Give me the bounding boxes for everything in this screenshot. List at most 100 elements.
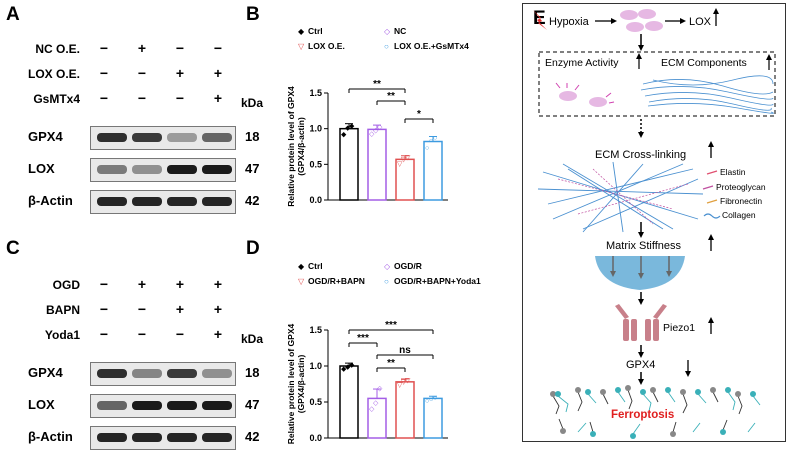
- up-arrow-icon: [708, 234, 714, 240]
- y-tick-label: 0.5: [309, 397, 322, 407]
- blot-band: [132, 369, 162, 378]
- hypoxia-label: Hypoxia: [549, 16, 590, 28]
- ecm-fibres-icon: [640, 75, 774, 114]
- blot-band: [202, 433, 232, 442]
- down-arrow-icon: [638, 352, 644, 358]
- up-arrow-icon: [708, 141, 714, 147]
- blot-band: [97, 197, 127, 206]
- significance-label: ***: [385, 320, 397, 331]
- legend-entry: OGD/R: [394, 261, 422, 271]
- legend-marker-icon: ◆: [298, 262, 305, 271]
- bar: [339, 365, 359, 439]
- treatment-symbol: −: [213, 40, 223, 56]
- treatment-symbol: −: [99, 40, 109, 56]
- blot-band: [97, 165, 127, 174]
- crosslinked-network-icon: [537, 161, 704, 233]
- legend-entry: LOX O.E.+GsMTx4: [394, 41, 469, 51]
- legend-marker-icon: ○: [384, 42, 389, 51]
- arrowhead-icon: [680, 18, 686, 24]
- blot-band: [132, 401, 162, 410]
- treatment-symbol: +: [175, 65, 185, 81]
- treatment-row-label: OGD: [52, 278, 80, 292]
- treatment-symbol: +: [137, 40, 147, 56]
- legend-marker-icon: ◇: [384, 27, 391, 36]
- up-arrow-icon: [713, 8, 719, 14]
- blot-band: [202, 401, 232, 410]
- bar: [395, 381, 415, 439]
- down-arrow-icon: [638, 299, 644, 305]
- y-tick-label: 1.0: [309, 124, 322, 134]
- legend-entry: Ctrl: [308, 261, 323, 271]
- blot-protein-label: GPX4: [28, 365, 63, 380]
- treatment-row-label: GsMTx4: [33, 92, 80, 106]
- significance-label: **: [373, 79, 381, 90]
- panel-e-diagram: Hypoxia LOX Enzyme Activity ECM Componen…: [533, 8, 776, 439]
- significance-label: **: [387, 91, 395, 102]
- matrix-stiffness-label: Matrix Stiffness: [606, 240, 681, 252]
- data-point: ◆: [345, 364, 351, 371]
- legend-marker-icon: ○: [384, 277, 389, 286]
- blot-band: [202, 165, 232, 174]
- data-point: ○: [425, 145, 429, 152]
- legend-entry: OGD/R+BAPN+Yoda1: [394, 276, 481, 286]
- data-point: ○: [429, 396, 433, 403]
- blot-band: [97, 433, 127, 442]
- y-tick-label: 0.0: [309, 433, 322, 443]
- down-arrow-icon: [638, 132, 644, 138]
- kda-label: kDa: [241, 96, 264, 110]
- treatment-row-label: NC O.E.: [35, 42, 80, 56]
- treatment-symbol: +: [213, 90, 223, 106]
- blot-protein-label: GPX4: [28, 129, 63, 144]
- blot-protein-label: β-Actin: [28, 193, 73, 208]
- data-point: ○: [433, 395, 437, 402]
- blot-band: [132, 433, 162, 442]
- y-axis-label: (GPX4/β-actin): [296, 355, 306, 414]
- data-point: ▽: [397, 382, 403, 389]
- blot-band: [132, 165, 162, 174]
- panel-label-b: B: [246, 4, 260, 25]
- enzyme-icon: [589, 97, 607, 107]
- treatment-row-label: Yoda1: [44, 328, 80, 342]
- blot-band: [97, 369, 127, 378]
- legend-marker-icon: ▽: [298, 42, 305, 51]
- blot-band: [132, 197, 162, 206]
- y-axis-label: Relative protein level of GPX4: [286, 324, 296, 445]
- legend-entry: OGD/R+BAPN: [308, 276, 365, 286]
- treatment-symbol: −: [99, 90, 109, 106]
- data-point: ▽: [405, 378, 411, 385]
- molecular-weight-label: 18: [245, 129, 260, 144]
- ferroptosis-label: Ferroptosis: [611, 409, 674, 421]
- treatment-symbol: +: [175, 301, 185, 317]
- up-arrow-icon: [766, 54, 772, 60]
- up-arrow-icon: [636, 53, 642, 59]
- data-point: ◇: [377, 124, 383, 131]
- blot-protein-label: LOX: [28, 161, 55, 176]
- data-point: ◇: [369, 131, 375, 138]
- blot-band: [167, 401, 197, 410]
- panel-e-schematic: E Hypoxia LOX Enzyme Activity ECM Compon…: [522, 3, 786, 442]
- legend-marker-icon: ◆: [298, 27, 305, 36]
- blot-membrane: [90, 158, 236, 182]
- blot-band: [167, 433, 197, 442]
- treatment-symbol: +: [175, 276, 185, 292]
- y-tick-label: 1.0: [309, 361, 322, 371]
- panel-b-bar-chart: ◆ Ctrl ◇ NC▽ LOX O.E. ○ LOX O.E.+GsMTx40.00.51…: [286, 26, 469, 207]
- y-tick-label: 0.5: [309, 159, 322, 169]
- blot-band: [167, 133, 197, 142]
- data-point: ▽: [405, 154, 411, 161]
- y-axis-label: (GPX4/β-actin): [296, 117, 306, 176]
- legend-elastin: Elastin: [720, 167, 746, 177]
- significance-label: ***: [357, 333, 369, 344]
- legend-marker-icon: ▽: [298, 277, 305, 286]
- lox-enzyme-icon: [645, 21, 663, 31]
- blot-membrane: [90, 426, 236, 450]
- significance-label: **: [387, 358, 395, 369]
- data-point: ◆: [349, 362, 355, 369]
- panel-label-a: A: [6, 4, 20, 25]
- blot-band: [202, 133, 232, 142]
- down-arrow-icon: [638, 379, 644, 385]
- treatment-symbol: −: [175, 326, 185, 342]
- treatment-symbol: +: [213, 65, 223, 81]
- y-tick-label: 1.5: [309, 325, 322, 335]
- data-point: ◇: [373, 127, 379, 134]
